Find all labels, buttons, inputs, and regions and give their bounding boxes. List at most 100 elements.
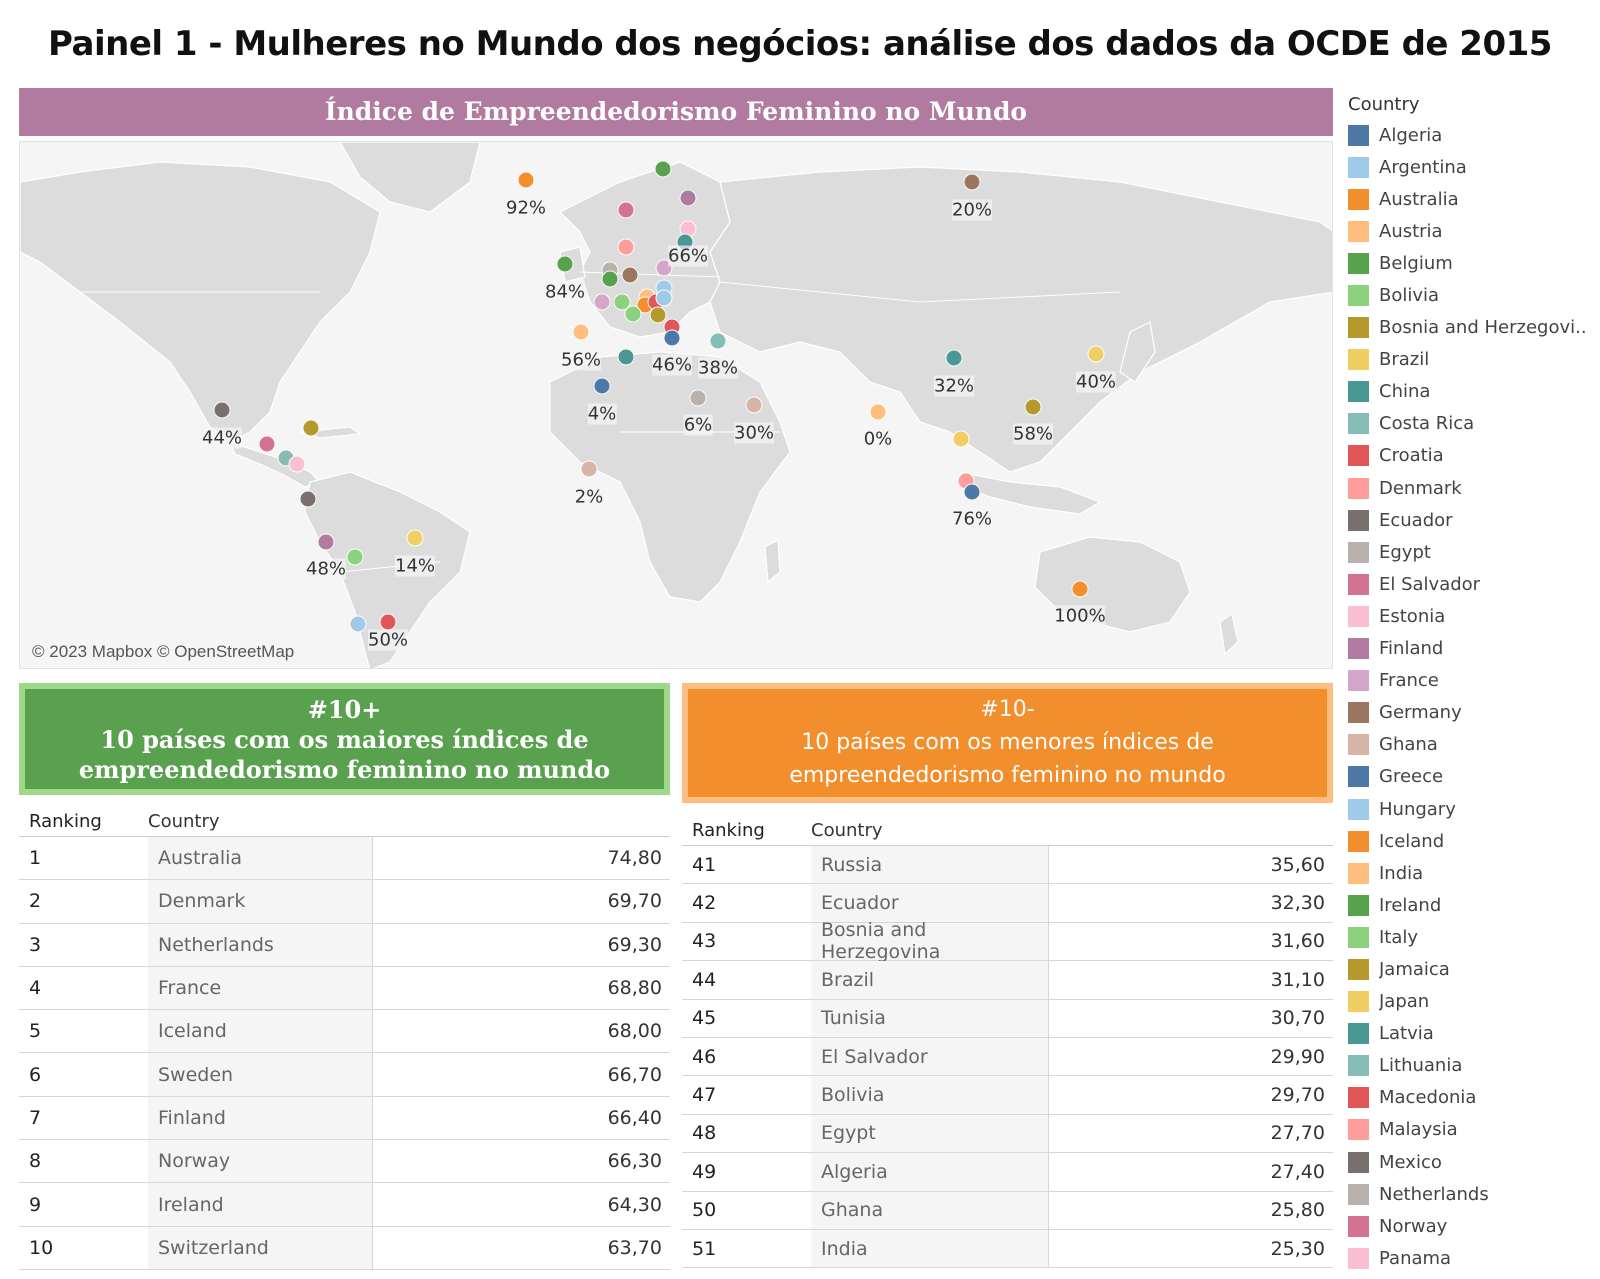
legend-item[interactable]: Greece — [1348, 761, 1600, 793]
col-country[interactable]: Country — [811, 820, 883, 841]
legend-item[interactable]: Iceland — [1348, 825, 1600, 857]
legend-item[interactable]: Brazil — [1348, 344, 1600, 376]
map-point[interactable] — [299, 490, 317, 508]
map-point[interactable] — [379, 613, 397, 631]
col-ranking[interactable]: Ranking — [29, 811, 102, 832]
map-point[interactable] — [1024, 398, 1042, 416]
map-attribution[interactable]: © 2023 Mapbox © OpenStreetMap — [32, 642, 295, 661]
table-row[interactable]: 3 Netherlands 69,30 — [19, 923, 670, 967]
map-point[interactable] — [624, 305, 642, 323]
map-point[interactable] — [213, 401, 231, 419]
legend-item[interactable]: Denmark — [1348, 472, 1600, 504]
map-point[interactable] — [288, 455, 306, 473]
map-point[interactable] — [601, 270, 619, 288]
map-point[interactable] — [556, 255, 574, 273]
table-row[interactable]: 1 Australia 74,80 — [19, 837, 670, 881]
legend-item[interactable]: Estonia — [1348, 600, 1600, 632]
map-point[interactable] — [617, 238, 635, 256]
legend-item[interactable]: China — [1348, 376, 1600, 408]
legend-item[interactable]: Macedonia — [1348, 1082, 1600, 1114]
legend-item[interactable]: Argentina — [1348, 151, 1600, 183]
map-point[interactable] — [617, 348, 635, 366]
map-point[interactable] — [655, 289, 673, 307]
legend-item[interactable]: Jamaica — [1348, 953, 1600, 985]
map-point[interactable] — [349, 615, 367, 633]
legend-item[interactable]: Austria — [1348, 215, 1600, 247]
map-point[interactable] — [593, 293, 611, 311]
world-map[interactable]: 92% 20% 66% 84% 56% 46% 38% 32% 40% 4% 6… — [19, 141, 1333, 669]
map-point[interactable] — [613, 293, 631, 311]
legend-item[interactable]: Japan — [1348, 986, 1600, 1018]
map-point[interactable] — [258, 435, 276, 453]
map-point[interactable] — [952, 430, 970, 448]
map-point[interactable] — [745, 396, 763, 414]
legend-item[interactable]: Italy — [1348, 921, 1600, 953]
legend-item[interactable]: Ireland — [1348, 889, 1600, 921]
map-point[interactable] — [621, 266, 639, 284]
table-row[interactable]: 9 Ireland 64,30 — [19, 1183, 670, 1227]
legend-item[interactable]: Hungary — [1348, 793, 1600, 825]
map-point[interactable] — [679, 189, 697, 207]
legend-item[interactable]: Ghana — [1348, 729, 1600, 761]
map-point[interactable] — [963, 483, 981, 501]
table-row[interactable]: 51 India 25,30 — [682, 1229, 1333, 1269]
map-point[interactable] — [689, 389, 707, 407]
map-point[interactable] — [654, 160, 672, 178]
legend-item[interactable]: Mexico — [1348, 1146, 1600, 1178]
table-row[interactable]: 46 El Salvador 29,90 — [682, 1037, 1333, 1077]
table-row[interactable]: 6 Sweden 66,70 — [19, 1053, 670, 1097]
legend-item[interactable]: Finland — [1348, 633, 1600, 665]
map-point[interactable] — [572, 323, 590, 341]
legend-item[interactable]: Panama — [1348, 1242, 1600, 1274]
legend-item[interactable]: France — [1348, 665, 1600, 697]
map-point[interactable] — [517, 171, 535, 189]
map-point[interactable] — [945, 349, 963, 367]
legend-item[interactable]: Malaysia — [1348, 1114, 1600, 1146]
map-point[interactable] — [869, 403, 887, 421]
table-row[interactable]: 44 Brazil 31,10 — [682, 961, 1333, 1000]
legend-item[interactable]: Ecuador — [1348, 504, 1600, 536]
map-point[interactable] — [346, 548, 364, 566]
table-row[interactable]: 48 Egypt 27,70 — [682, 1114, 1333, 1154]
table-row[interactable]: 7 Finland 66,40 — [19, 1096, 670, 1141]
col-country[interactable]: Country — [148, 811, 220, 832]
table-row[interactable]: 10 Switzerland 63,70 — [19, 1226, 670, 1270]
table-row[interactable]: 45 Tunisia 30,70 — [682, 999, 1333, 1038]
map-point[interactable] — [406, 529, 424, 547]
map-point[interactable] — [1071, 580, 1089, 598]
legend-item[interactable]: Latvia — [1348, 1018, 1600, 1050]
map-point[interactable] — [317, 533, 335, 551]
map-point[interactable] — [663, 329, 681, 347]
legend-item[interactable]: Costa Rica — [1348, 408, 1600, 440]
table-row[interactable]: 43 Bosnia and Herzegovina 31,60 — [682, 919, 1333, 963]
legend-item[interactable]: Germany — [1348, 697, 1600, 729]
map-point[interactable] — [593, 377, 611, 395]
map-point[interactable] — [963, 173, 981, 191]
table-row[interactable]: 47 Bolivia 29,70 — [682, 1076, 1333, 1115]
legend-item[interactable]: Lithuania — [1348, 1050, 1600, 1082]
map-point[interactable] — [709, 332, 727, 350]
table-row[interactable]: 5 Iceland 68,00 — [19, 1010, 670, 1054]
map-point[interactable] — [1087, 345, 1105, 363]
table-row[interactable]: 8 Norway 66,30 — [19, 1140, 670, 1184]
table-row[interactable]: 2 Denmark 69,70 — [19, 880, 670, 924]
legend-item[interactable]: Algeria — [1348, 119, 1600, 151]
legend-item[interactable]: Egypt — [1348, 536, 1600, 568]
legend-item[interactable]: El Salvador — [1348, 568, 1600, 600]
table-row[interactable]: 50 Ghana 25,80 — [682, 1191, 1333, 1230]
legend-item[interactable]: Belgium — [1348, 247, 1600, 279]
legend-item[interactable]: Bosnia and Herzegovi.. — [1348, 312, 1600, 344]
map-point[interactable] — [649, 306, 667, 324]
table-row[interactable]: 41 Russia 35,60 — [682, 846, 1333, 885]
legend-item[interactable]: Norway — [1348, 1210, 1600, 1242]
map-point[interactable] — [302, 419, 320, 437]
col-ranking[interactable]: Ranking — [692, 820, 765, 841]
table-row[interactable]: 49 Algeria 27,40 — [682, 1153, 1333, 1192]
map-point[interactable] — [617, 201, 635, 219]
legend-item[interactable]: Netherlands — [1348, 1178, 1600, 1210]
map-point[interactable] — [580, 460, 598, 478]
legend-item[interactable]: Croatia — [1348, 440, 1600, 472]
table-row[interactable]: 42 Ecuador 32,30 — [682, 884, 1333, 923]
table-row[interactable]: 4 France 68,80 — [19, 966, 670, 1011]
legend-item[interactable]: India — [1348, 857, 1600, 889]
